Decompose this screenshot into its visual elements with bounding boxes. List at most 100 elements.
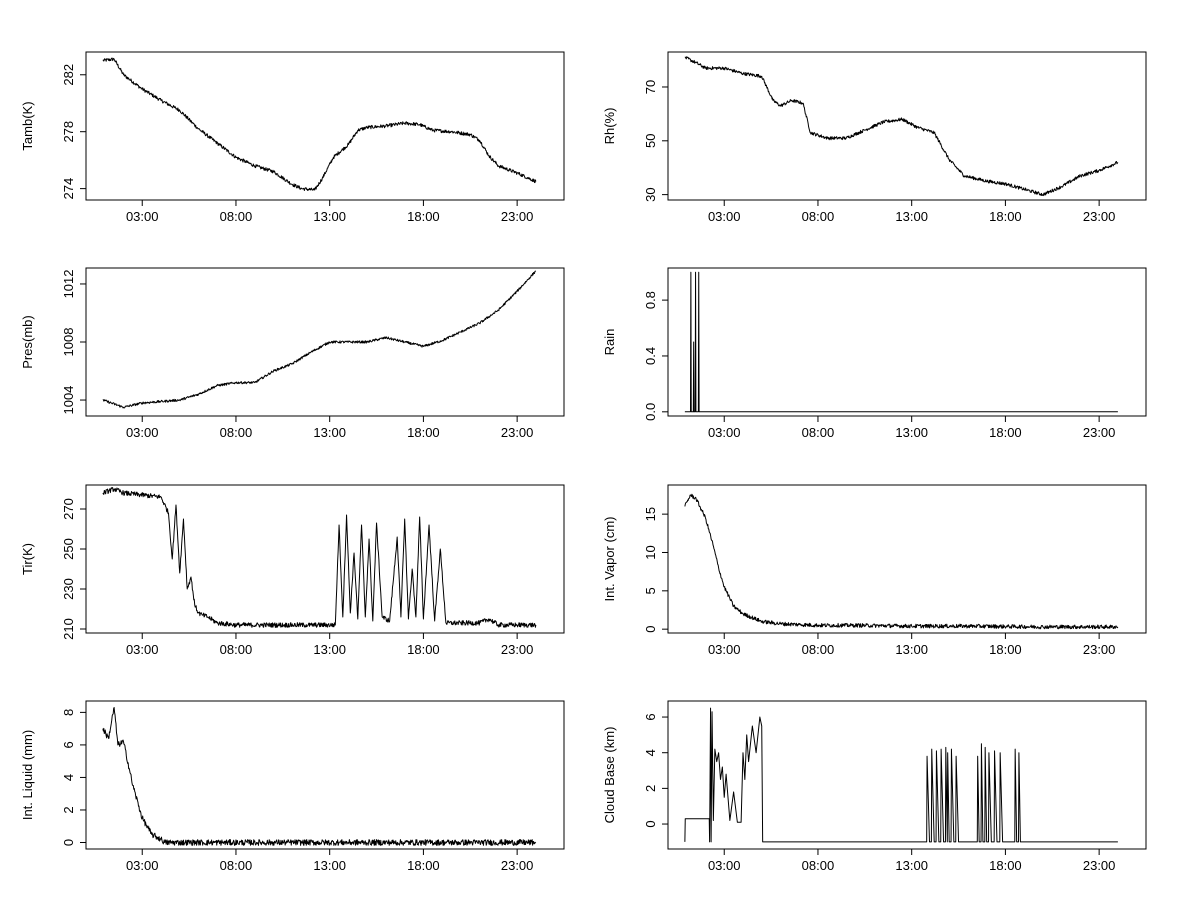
pres-mb-x-tick-label: 13:00	[313, 425, 346, 440]
tir-k-plot-frame	[85, 484, 565, 634]
int-vapor-cm-x-tick-label: 13:00	[895, 642, 928, 657]
int-vapor-cm-y-tick-label: 15	[643, 507, 658, 521]
pres-mb-y-tick-label: 1012	[61, 269, 76, 298]
int-vapor-cm-y-tick-label: 0	[643, 626, 658, 633]
panel-pres-mb: 03:00 08:00 13:00 18:00 23:00 1004 1008 1012 Pre…	[20, 267, 565, 440]
rain-x-tick-label: 08:00	[802, 425, 835, 440]
panel-int-liquid-mm: 03:00 08:00 13:00 18:00 23:00 0 2 4 6 8 Int. Liqui…	[20, 700, 565, 873]
rh-y-axis-label: Rh(%)	[602, 108, 617, 145]
rh-y-tick-label: 50	[643, 134, 658, 148]
pres-mb-y-tick-label: 1004	[61, 386, 76, 415]
tir-k-y-tick-label: 230	[61, 578, 76, 600]
pres-mb-x-tick-label: 23:00	[501, 425, 534, 440]
cloud-base-km-x-tick-label: 03:00	[708, 858, 741, 873]
cloud-base-km-x-tick-label: 18:00	[989, 858, 1022, 873]
pres-mb-x-tick-label: 08:00	[220, 425, 253, 440]
rain-y-tick-label: 0.8	[643, 291, 658, 309]
rh-plot-frame	[667, 51, 1147, 201]
cloud-base-km-x-tick-label: 13:00	[895, 858, 928, 873]
cloud-base-km-plot-frame	[667, 700, 1147, 850]
int-liquid-mm-x-tick-label: 03:00	[126, 858, 159, 873]
tir-k-y-axis-label: Tir(K)	[20, 543, 35, 575]
tamb-k-y-tick-label: 278	[61, 121, 76, 143]
rh-x-tick-label: 18:00	[989, 209, 1022, 224]
tir-k-series-line	[102, 487, 537, 628]
tamb-k-y-tick-label: 282	[61, 64, 76, 86]
tamb-k-series-line	[102, 57, 537, 192]
int-vapor-cm-y-tick-label: 5	[643, 587, 658, 594]
rain-x-tick-label: 13:00	[895, 425, 928, 440]
int-liquid-mm-x-tick-label: 08:00	[220, 858, 253, 873]
tamb-k-y-tick-label: 274	[61, 178, 76, 200]
rh-x-tick-label: 08:00	[802, 209, 835, 224]
rain-y-tick-label: 0.4	[643, 347, 658, 365]
int-liquid-mm-y-tick-label: 0	[61, 839, 76, 846]
int-liquid-mm-series-line	[102, 707, 537, 846]
rh-x-tick-label: 23:00	[1083, 209, 1116, 224]
tamb-k-x-tick-label: 13:00	[313, 209, 346, 224]
panel-rain: 03:00 08:00 13:00 18:00 23:00 0.0 0.4 0.8 Rain	[602, 267, 1147, 440]
panel-rh: 03:00 08:00 13:00 18:00 23:00 30 50 70 Rh(%)	[602, 51, 1147, 224]
int-liquid-mm-y-tick-label: 8	[61, 709, 76, 716]
rh-x-tick-label: 13:00	[895, 209, 928, 224]
tir-k-x-tick-label: 08:00	[220, 642, 253, 657]
tir-k-y-tick-label: 210	[61, 618, 76, 640]
int-liquid-mm-x-tick-label: 13:00	[313, 858, 346, 873]
tamb-k-x-tick-label: 18:00	[407, 209, 440, 224]
int-vapor-cm-x-tick-label: 03:00	[708, 642, 741, 657]
cloud-base-km-x-tick-label: 08:00	[802, 858, 835, 873]
int-vapor-cm-plot-frame	[667, 484, 1147, 634]
rain-plot-frame	[667, 267, 1147, 417]
int-vapor-cm-x-tick-label: 18:00	[989, 642, 1022, 657]
cloud-base-km-y-tick-label: 0	[643, 820, 658, 827]
cloud-base-km-y-axis-label: Cloud Base (km)	[602, 727, 617, 824]
int-liquid-mm-y-tick-label: 2	[61, 806, 76, 813]
cloud-base-km-x-tick-label: 23:00	[1083, 858, 1116, 873]
rh-x-tick-label: 03:00	[708, 209, 741, 224]
tir-k-x-tick-label: 23:00	[501, 642, 534, 657]
rh-y-tick-label: 70	[643, 80, 658, 94]
tir-k-x-tick-label: 18:00	[407, 642, 440, 657]
cloud-base-km-y-tick-label: 4	[643, 749, 658, 756]
pres-mb-series-line	[102, 270, 537, 409]
int-vapor-cm-x-tick-label: 08:00	[802, 642, 835, 657]
cloud-base-km-y-tick-label: 2	[643, 785, 658, 792]
tir-k-x-tick-label: 03:00	[126, 642, 159, 657]
tir-k-y-tick-label: 250	[61, 538, 76, 560]
pres-mb-plot-frame	[85, 267, 565, 417]
pres-mb-y-axis-label: Pres(mb)	[20, 315, 35, 368]
int-liquid-mm-x-tick-label: 23:00	[501, 858, 534, 873]
int-liquid-mm-y-tick-label: 4	[61, 774, 76, 781]
tamb-k-plot-frame	[85, 51, 565, 201]
pres-mb-x-tick-label: 18:00	[407, 425, 440, 440]
int-vapor-cm-series-line	[684, 493, 1119, 630]
panel-cloud-base-km: 03:00 08:00 13:00 18:00 23:00 0 2 4 6 Cloud Base …	[602, 700, 1147, 873]
int-vapor-cm-x-tick-label: 23:00	[1083, 642, 1116, 657]
int-liquid-mm-y-tick-label: 6	[61, 741, 76, 748]
tamb-k-x-tick-label: 03:00	[126, 209, 159, 224]
int-vapor-cm-y-axis-label: Int. Vapor (cm)	[602, 516, 617, 601]
tir-k-y-tick-label: 270	[61, 498, 76, 520]
int-liquid-mm-plot-frame	[85, 700, 565, 850]
rain-y-axis-label: Rain	[602, 329, 617, 356]
rain-x-tick-label: 03:00	[708, 425, 741, 440]
rain-series-line	[684, 271, 1118, 413]
rain-x-tick-label: 18:00	[989, 425, 1022, 440]
pres-mb-y-tick-label: 1008	[61, 328, 76, 357]
panel-int-vapor-cm: 03:00 08:00 13:00 18:00 23:00 0 5 10 15 Int. Vapo…	[602, 484, 1147, 657]
panel-tir-k: 03:00 08:00 13:00 18:00 23:00 210 230 250 270 Tir…	[20, 484, 565, 657]
int-liquid-mm-y-axis-label: Int. Liquid (mm)	[20, 730, 35, 820]
pres-mb-x-tick-label: 03:00	[126, 425, 159, 440]
int-liquid-mm-x-tick-label: 18:00	[407, 858, 440, 873]
tamb-k-x-tick-label: 08:00	[220, 209, 253, 224]
tamb-k-x-tick-label: 23:00	[501, 209, 534, 224]
rain-x-tick-label: 23:00	[1083, 425, 1116, 440]
rh-series-line	[684, 56, 1119, 197]
tamb-k-y-axis-label: Tamb(K)	[20, 101, 35, 150]
rh-y-tick-label: 30	[643, 187, 658, 201]
rain-y-tick-label: 0.0	[643, 403, 658, 421]
panel-tamb-k: 03:00 08:00 13:00 18:00 23:00 274 278 282 Tamb(K…	[20, 51, 565, 224]
cloud-base-km-series-line	[684, 707, 1118, 843]
int-vapor-cm-y-tick-label: 10	[643, 545, 658, 559]
